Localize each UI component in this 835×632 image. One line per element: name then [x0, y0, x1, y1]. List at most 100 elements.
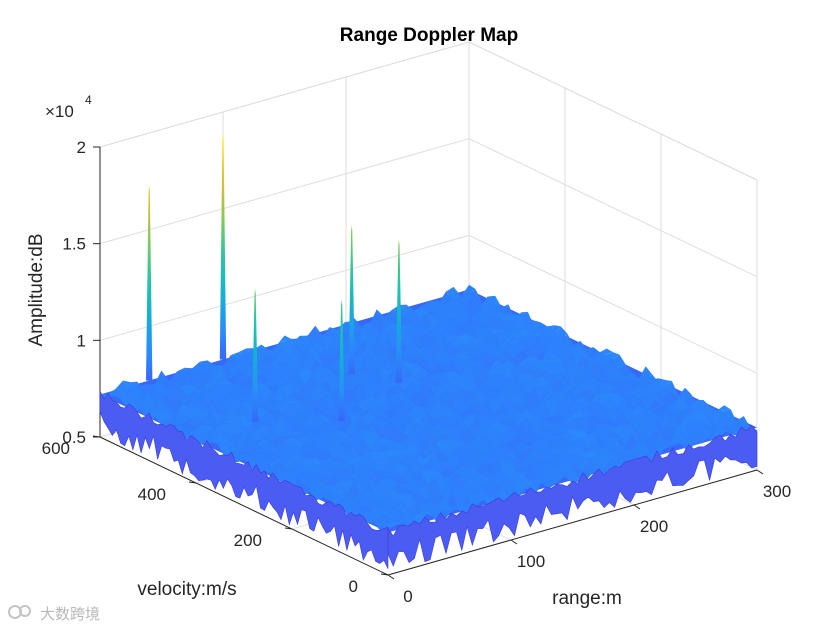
surface-facet [467, 359, 482, 369]
surface-facet [189, 407, 204, 419]
surface-facet [519, 456, 534, 470]
surface-facet [145, 382, 160, 394]
surface-facet [323, 490, 338, 501]
surface-facet [260, 411, 276, 424]
surface-facet [178, 392, 194, 404]
surface-facet [379, 325, 395, 338]
surface-facet [191, 433, 206, 447]
surface-facet [601, 407, 616, 418]
surface-facet [615, 378, 630, 390]
surface-facet [663, 391, 678, 405]
surface-facet [625, 426, 640, 444]
surface-facet [607, 446, 623, 451]
peak-spike [146, 185, 153, 381]
surface-facet [689, 400, 704, 412]
surface-facet [273, 387, 288, 400]
surface-facet [500, 372, 515, 389]
surface-facet [274, 349, 289, 358]
surface-facet [548, 448, 563, 462]
surface-facet [636, 408, 651, 420]
surface-facet [622, 412, 637, 423]
surface-facet [381, 486, 396, 496]
surface-facet [434, 309, 450, 317]
surface-facet [440, 379, 455, 393]
surface-facet [133, 400, 149, 406]
surface-facet [356, 334, 371, 342]
surface-facet [123, 380, 138, 390]
surface-facet [649, 417, 664, 431]
y-tick-mark [188, 481, 197, 484]
surface-facet [194, 385, 209, 396]
surface-facet [498, 350, 513, 364]
surface-facet [516, 328, 531, 339]
surface-facet [430, 325, 445, 345]
z-grid-line [99, 41, 758, 181]
surface-facet [340, 444, 355, 451]
surface-facet [379, 498, 394, 509]
surface-facet [454, 487, 469, 500]
surface-facet [469, 311, 485, 325]
surface-facet [522, 440, 537, 448]
surface-facet [230, 352, 245, 362]
surface-facet [106, 393, 121, 401]
surface-facet [270, 470, 285, 482]
surface-facet [401, 494, 416, 511]
surface-facet [282, 416, 297, 421]
surface-facet [487, 335, 502, 348]
surface-facet [514, 372, 529, 384]
surface-facet [541, 417, 556, 432]
y-tick-label: 600 [42, 439, 70, 458]
surface-facet [620, 453, 636, 467]
z-exponent-power: 4 [85, 93, 92, 107]
surface-facet [618, 365, 633, 375]
surface-facet [429, 300, 444, 315]
surface-facet [465, 439, 480, 444]
surface-facet [347, 479, 363, 486]
surface-facet [562, 452, 578, 469]
surface-facet [613, 452, 628, 467]
x-tick-mark [633, 504, 641, 510]
surface-facet [620, 388, 635, 396]
surface-facet [279, 426, 294, 438]
surface-facet [313, 364, 328, 378]
surface-facet [203, 409, 219, 413]
surface-facet [361, 345, 376, 357]
surface-facet [386, 463, 401, 478]
surface-facet [540, 421, 555, 438]
surface-facet [482, 425, 497, 434]
surface-facet [271, 362, 286, 379]
surface-facet [197, 371, 212, 386]
surface-facet [389, 522, 404, 525]
surface-facet [164, 398, 179, 404]
surface-facet [576, 351, 592, 367]
surface-facet [312, 446, 327, 457]
surface-facet [277, 400, 292, 414]
surface-facet [363, 372, 378, 387]
surface-facet [307, 429, 322, 445]
surface-facet [506, 342, 522, 360]
surface-facet [326, 443, 341, 459]
surface-facet [419, 509, 435, 518]
surface-facet [432, 491, 447, 504]
surface-facet [241, 402, 256, 412]
z-tick-label: 0.5 [62, 428, 86, 447]
surface-facet [326, 374, 342, 377]
surface-facet [539, 392, 554, 406]
surface-facet [596, 394, 611, 406]
surface-facet [293, 464, 308, 473]
surface-facet [207, 428, 222, 433]
surface-facet [561, 354, 576, 373]
surface-facet [446, 487, 461, 504]
surface-facet [597, 424, 612, 443]
surface-facet [344, 456, 359, 465]
surface-facet [377, 339, 392, 353]
surface-facet [297, 378, 312, 392]
surface-facet [417, 485, 433, 500]
surface-facet [530, 369, 545, 383]
surface-facet [359, 492, 375, 496]
surface-facet [332, 444, 348, 459]
surface-facet [265, 457, 281, 470]
surface-facet [458, 502, 473, 517]
surface-facet [430, 430, 445, 438]
surface-facet [364, 430, 379, 440]
